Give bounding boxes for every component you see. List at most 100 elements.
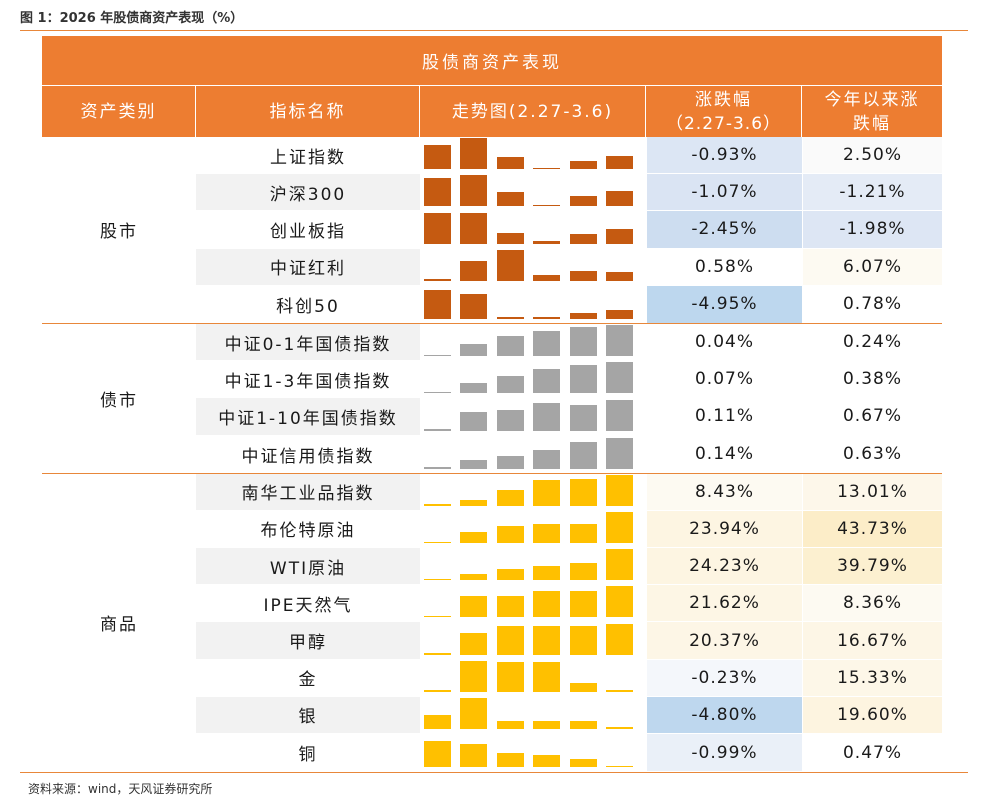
category-label: 股市 [100,222,138,243]
ytd-value: 0.24% [802,323,942,361]
trend-sparkbar [420,436,646,473]
table-row: 南华工业品指数 8.43% 13.01% [196,473,942,511]
asset-group: 股市 上证指数 -0.93% 2.50% 沪深300 -1.07% -1.21% 创业板指 -2… [42,137,942,324]
indicator-name: 银 [196,696,420,733]
trend-bar [424,541,451,544]
trend-bar [570,591,597,618]
indicator-name: 中证1-10年国债指数 [196,398,420,435]
ytd-value: -1.98% [802,211,942,248]
trend-sparkbar [420,137,646,173]
ytd-value: 19.60% [802,696,942,733]
trend-bar [497,249,524,281]
trend-bar [533,720,560,729]
trend-bar [570,758,597,768]
ytd-value: -1.21% [802,174,942,211]
trend-bar [533,317,560,319]
trend-bar [424,467,451,469]
trend-bar [570,160,597,170]
trend-bar [606,229,633,244]
trend-bar [533,566,560,581]
indicator-name: 中证信用债指数 [241,446,375,467]
trend-bar [497,317,524,319]
trend-sparkbar [420,622,646,658]
trend-bar [424,740,451,768]
header-change-line2: （2.27-3.6） [665,113,782,134]
trend-bar [533,368,560,394]
trend-bar [497,455,524,469]
trend-sparkbar [420,211,646,247]
trend-bar [533,524,560,544]
trend-bar [570,563,597,581]
indicator-name: 上证指数 [270,147,346,168]
header-trend: 走势图(2.27-3.6) [420,86,646,137]
indicator-name: IPE天然气 [263,595,353,616]
table-row: 中证0-1年国债指数 0.04% 0.24% [196,323,942,362]
table-row: 上证指数 -0.93% 2.50% [196,137,942,175]
trend-bar [606,272,633,281]
trend-bar [460,460,487,469]
trend-bar [497,662,524,692]
trend-bar [460,383,487,394]
trend-bar [533,662,560,692]
figure-title: 图 1：2026 年股债商资产表现（%） [20,11,244,26]
indicator-name: 南华工业品指数 [196,473,420,510]
ytd-value: 8.36% [802,585,942,622]
top-divider [20,30,968,31]
header-ytd-line2: 跌幅 [853,113,891,134]
trend-bar [460,213,487,244]
ytd-value: 6.07% [802,248,942,285]
trend-sparkbar [420,474,646,510]
indicator-name: 中证1-3年国债指数 [224,371,392,392]
change-value: -1.07% [646,174,802,211]
table-row: 科创50 -4.95% 0.78% [196,285,942,323]
trend-bar [606,549,633,581]
trend-bar [497,336,524,357]
trend-bar [533,241,560,244]
change-value: -4.95% [646,285,802,323]
category-label: 商品 [100,614,138,635]
trend-bar [570,405,597,431]
trend-bar [424,429,451,431]
trend-bar [570,271,597,281]
trend-bar [497,192,524,207]
trend-bar [460,574,487,581]
ytd-value: 39.79% [802,548,942,585]
trend-bar [570,195,597,207]
trend-bar [460,660,487,692]
header-ytd-line1: 今年以来涨 [824,89,920,110]
trend-bar [460,260,487,281]
trend-bar [497,526,524,544]
trend-bar [497,376,524,394]
ytd-value: 0.78% [802,285,942,323]
ytd-value: 0.38% [802,361,942,398]
trend-bar [460,138,487,170]
asset-group: 商品 南华工业品指数 8.43% 13.01% 布伦特原油 23.94% 43.73% WTI… [42,473,942,772]
change-value: 24.23% [646,548,802,585]
indicator-name: 甲醇 [196,622,420,659]
trend-sparkbar [420,286,646,323]
change-value: 23.94% [646,510,802,548]
source-note: 资料来源：wind，天风证券研究所 [28,782,213,796]
trend-bar [424,504,451,506]
trend-bar [533,402,560,431]
trend-bar [460,698,487,729]
trend-bar [606,362,633,394]
change-value: 0.14% [646,435,802,473]
table-body: 股市 上证指数 -0.93% 2.50% 沪深300 -1.07% -1.21% 创业板指 -2… [42,137,942,772]
trend-sparkbar [420,398,646,434]
trend-bar [533,330,560,357]
ytd-value: 13.01% [802,473,942,510]
trend-bar [497,720,524,729]
trend-bar [460,743,487,768]
trend-bar [533,274,560,281]
trend-bar [424,145,451,170]
trend-bar [606,325,633,357]
trend-bar [606,727,633,729]
trend-sparkbar [420,697,646,733]
trend-bar [570,524,597,544]
trend-bar [606,512,633,544]
trend-bar [570,312,597,319]
trend-bar [424,653,451,655]
trend-bar [606,623,633,655]
trend-bar [497,233,524,244]
